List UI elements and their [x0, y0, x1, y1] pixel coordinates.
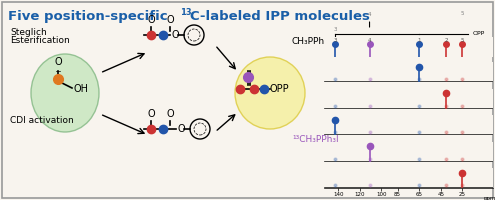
Text: 1: 1 [417, 37, 421, 42]
Text: Five position-specific: Five position-specific [8, 10, 168, 23]
Text: O: O [147, 15, 155, 25]
Text: Esterification: Esterification [10, 36, 70, 45]
Text: O: O [172, 30, 180, 40]
Text: CDI activation: CDI activation [10, 116, 74, 125]
Text: C-labeled IPP molecules: C-labeled IPP molecules [190, 10, 370, 23]
Text: O: O [178, 124, 186, 134]
Text: OPP: OPP [472, 31, 485, 36]
Text: 5: 5 [460, 38, 464, 43]
Text: 1: 1 [417, 38, 421, 43]
Text: ¹³CH₃PPh₃I: ¹³CH₃PPh₃I [292, 136, 339, 144]
Text: 4: 4 [368, 38, 371, 43]
Text: 2: 2 [445, 38, 448, 43]
Text: 5: 5 [460, 11, 464, 16]
Text: 3: 3 [333, 38, 337, 43]
Text: 4: 4 [368, 12, 371, 17]
Text: OPP: OPP [270, 84, 290, 94]
Ellipse shape [31, 54, 99, 132]
Text: 13: 13 [180, 8, 192, 17]
Text: CH₃PPh₃I: CH₃PPh₃I [292, 38, 331, 46]
Text: O: O [166, 109, 174, 119]
Text: 2: 2 [445, 37, 448, 42]
Text: ppm: ppm [483, 196, 495, 200]
Text: O: O [166, 15, 174, 25]
Text: OH: OH [73, 84, 88, 94]
Text: O: O [54, 57, 62, 67]
Ellipse shape [235, 57, 305, 129]
Text: Steglich: Steglich [10, 28, 47, 37]
Text: O: O [147, 109, 155, 119]
Text: 3: 3 [333, 27, 337, 32]
